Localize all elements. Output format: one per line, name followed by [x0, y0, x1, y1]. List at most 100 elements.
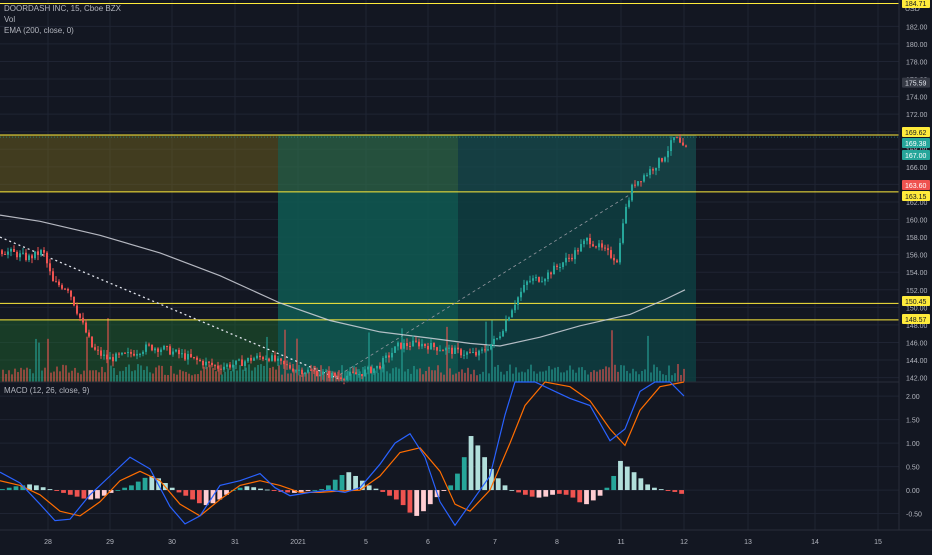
- candle-body[interactable]: [16, 251, 18, 258]
- candle-body[interactable]: [10, 249, 12, 252]
- candle-body[interactable]: [304, 372, 306, 375]
- candle-body[interactable]: [379, 365, 381, 369]
- candle-body[interactable]: [463, 354, 465, 356]
- candle-body[interactable]: [232, 364, 234, 368]
- time-tick-label[interactable]: 14: [811, 539, 819, 546]
- candle-body[interactable]: [499, 336, 501, 339]
- candle-body[interactable]: [673, 137, 675, 141]
- candle-body[interactable]: [139, 353, 141, 355]
- candle-body[interactable]: [247, 358, 249, 362]
- macd-axis[interactable]: 2.00 1.50 1.00 0.50 0.00 -0.50: [906, 394, 922, 518]
- candle-body[interactable]: [472, 351, 474, 353]
- candle-body[interactable]: [19, 253, 21, 258]
- candle-body[interactable]: [430, 343, 432, 350]
- candle-body[interactable]: [37, 251, 39, 255]
- time-tick-label[interactable]: 8: [555, 539, 559, 546]
- candle-body[interactable]: [373, 368, 375, 373]
- candle-body[interactable]: [256, 355, 258, 359]
- candle-body[interactable]: [121, 352, 123, 355]
- descending-trendline[interactable]: [0, 236, 341, 380]
- candle-body[interactable]: [538, 277, 540, 282]
- candle-body[interactable]: [301, 369, 303, 375]
- candle-body[interactable]: [52, 271, 54, 282]
- candle-body[interactable]: [115, 353, 117, 362]
- candle-body[interactable]: [502, 331, 504, 337]
- candle-body[interactable]: [418, 341, 420, 347]
- candle-body[interactable]: [445, 348, 447, 351]
- price-label-tag-bg[interactable]: [902, 314, 930, 324]
- candle-body[interactable]: [547, 272, 549, 280]
- candle-body[interactable]: [520, 291, 522, 298]
- candle-body[interactable]: [670, 140, 672, 152]
- candle-body[interactable]: [460, 349, 462, 356]
- candle-body[interactable]: [589, 237, 591, 245]
- candle-body[interactable]: [610, 250, 612, 258]
- candle-body[interactable]: [31, 255, 33, 259]
- candle-body[interactable]: [145, 344, 147, 352]
- candle-body[interactable]: [97, 349, 99, 351]
- candle-body[interactable]: [250, 358, 252, 361]
- candle-body[interactable]: [106, 354, 108, 360]
- candle-body[interactable]: [637, 181, 639, 186]
- candle-body[interactable]: [217, 365, 219, 369]
- candle-body[interactable]: [427, 345, 429, 350]
- candle-body[interactable]: [607, 248, 609, 251]
- candle-body[interactable]: [226, 364, 228, 367]
- candle-body[interactable]: [403, 343, 405, 349]
- candle-body[interactable]: [181, 353, 183, 355]
- candle-body[interactable]: [265, 358, 267, 360]
- candle-body[interactable]: [526, 281, 528, 285]
- candle-body[interactable]: [220, 368, 222, 370]
- candle-body[interactable]: [604, 247, 606, 249]
- price-label-tag[interactable]: 148.57: [905, 317, 927, 324]
- candle-body[interactable]: [94, 347, 96, 350]
- price-label-tag-bg[interactable]: [902, 296, 930, 306]
- candle-body[interactable]: [277, 358, 279, 361]
- candle-body[interactable]: [652, 169, 654, 171]
- candle-body[interactable]: [679, 137, 681, 143]
- candle-body[interactable]: [148, 344, 150, 346]
- price-label-tag[interactable]: 167.00: [905, 153, 927, 160]
- zone-long-target[interactable]: [278, 135, 458, 192]
- price-label-tag-bg[interactable]: [902, 180, 930, 190]
- time-tick-label[interactable]: 30: [168, 539, 176, 546]
- time-tick-label[interactable]: 7: [493, 539, 497, 546]
- candle-body[interactable]: [79, 313, 81, 318]
- candle-body[interactable]: [622, 223, 624, 243]
- last-price-tag[interactable]: 175.59: [905, 81, 927, 88]
- candle-body[interactable]: [136, 354, 138, 356]
- candle-body[interactable]: [88, 332, 90, 337]
- candle-body[interactable]: [466, 352, 468, 355]
- candle-body[interactable]: [388, 355, 390, 358]
- candle-body[interactable]: [559, 266, 561, 268]
- candle-body[interactable]: [568, 257, 570, 259]
- price-candles[interactable]: [1, 134, 687, 385]
- candle-body[interactable]: [487, 349, 489, 351]
- candle-body[interactable]: [283, 360, 285, 365]
- symbol-legend[interactable]: DOORDASH INC, 15, Cboe BZX: [4, 4, 121, 13]
- candle-body[interactable]: [76, 305, 78, 314]
- candle-body[interactable]: [199, 359, 201, 361]
- price-label-tag-bg[interactable]: [902, 138, 930, 148]
- candle-body[interactable]: [355, 372, 357, 375]
- candle-body[interactable]: [229, 364, 231, 368]
- candle-body[interactable]: [337, 376, 339, 378]
- ema-label[interactable]: EMA (200, close, 0): [4, 26, 74, 35]
- candle-body[interactable]: [142, 351, 144, 354]
- candle-body[interactable]: [394, 346, 396, 353]
- candle-body[interactable]: [160, 349, 162, 352]
- candle-body[interactable]: [364, 369, 366, 377]
- candle-body[interactable]: [619, 242, 621, 263]
- candle-body[interactable]: [541, 281, 543, 283]
- candle-body[interactable]: [595, 246, 597, 248]
- candle-body[interactable]: [55, 281, 57, 283]
- time-tick-label[interactable]: 15: [874, 539, 882, 546]
- candle-body[interactable]: [178, 349, 180, 355]
- candle-body[interactable]: [34, 251, 36, 259]
- candle-body[interactable]: [631, 184, 633, 201]
- candle-body[interactable]: [208, 361, 210, 363]
- candle-body[interactable]: [112, 357, 114, 362]
- candle-body[interactable]: [370, 366, 372, 373]
- candle-body[interactable]: [493, 338, 495, 345]
